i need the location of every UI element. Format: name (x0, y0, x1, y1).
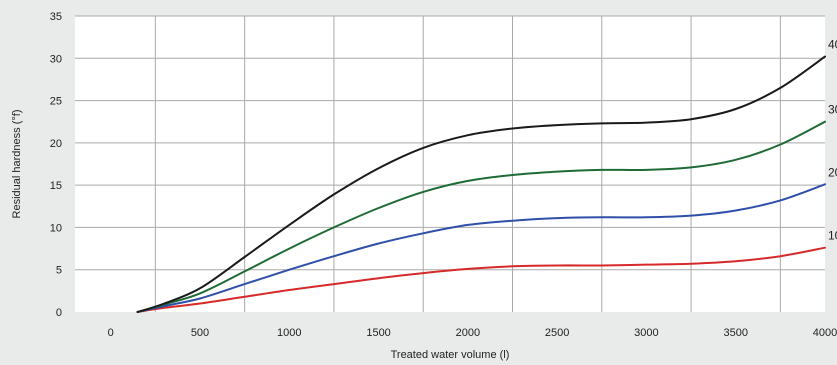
y-axis-title: Residual hardness (°f) (11, 110, 23, 219)
x-tick-label: 0 (108, 327, 114, 339)
x-axis-title: Treated water volume (l) (391, 349, 510, 361)
series-line (136, 246, 826, 313)
series-labels: 10°f 20°f 30°f 40°f (828, 38, 837, 243)
x-tick-label: 500 (191, 327, 209, 339)
y-tick-label: 30 (50, 53, 62, 65)
y-tick-label: 20 (50, 138, 62, 150)
x-axis-ticks: 0 500 1000 1500 2000 2500 3000 3500 4000 (108, 327, 837, 339)
series-end-label: 40°f (828, 38, 837, 52)
series-end-label: 20°f (828, 165, 837, 179)
x-tick-label: 2500 (545, 327, 569, 339)
series-end-label: 30°f (828, 103, 837, 117)
y-tick-label: 10 (50, 222, 62, 234)
x-tick-label: 1500 (366, 327, 390, 339)
x-tick-label: 4000 (813, 327, 837, 339)
series-line (136, 183, 826, 313)
y-tick-label: 15 (50, 180, 62, 192)
x-tick-label: 3000 (634, 327, 658, 339)
x-tick-label: 1000 (277, 327, 301, 339)
series-line (136, 120, 826, 313)
y-tick-label: 0 (56, 307, 62, 319)
y-tick-label: 25 (50, 96, 62, 108)
y-axis-ticks: 0 5 10 15 20 25 30 35 (50, 11, 62, 319)
y-tick-label: 35 (50, 11, 62, 23)
series-group (136, 55, 826, 313)
series-line (136, 55, 826, 313)
y-tick-label: 5 (56, 265, 62, 277)
x-tick-label: 3500 (723, 327, 747, 339)
x-tick-label: 2000 (456, 327, 480, 339)
series-end-label: 10°f (828, 229, 837, 243)
